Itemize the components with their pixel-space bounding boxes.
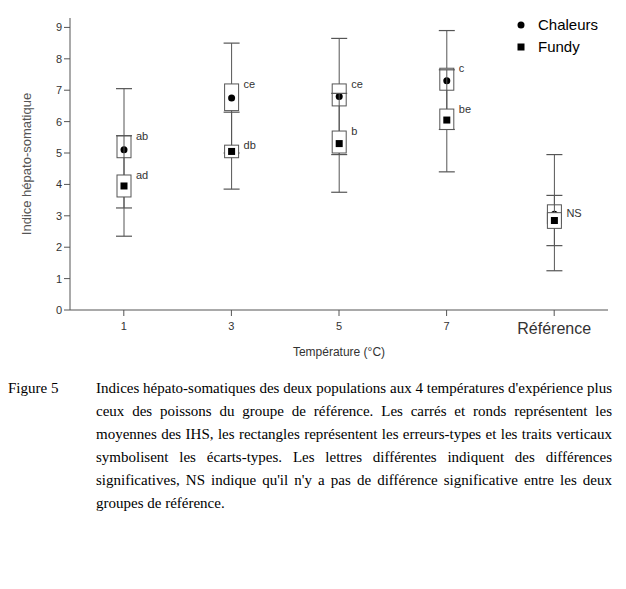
html-text:Fundy: Fundy: [538, 38, 580, 55]
html-text:Indices hépato-somatiques des: Indices hépato-somatiques des deux popul…: [96, 380, 612, 511]
svg-text:6: 6: [56, 116, 62, 128]
svg-text:9: 9: [56, 21, 62, 33]
svg-text:3: 3: [228, 320, 234, 332]
svg-text:NS: NS: [566, 207, 581, 219]
svg-text:1: 1: [56, 273, 62, 285]
svg-text:5: 5: [336, 320, 342, 332]
svg-text:2: 2: [56, 241, 62, 253]
svg-text:ce: ce: [244, 78, 256, 90]
svg-text:Référence: Référence: [517, 320, 591, 337]
svg-text:ad: ad: [136, 169, 148, 181]
svg-text:5: 5: [56, 147, 62, 159]
svg-text:be: be: [459, 103, 471, 115]
svg-text:7: 7: [56, 84, 62, 96]
svg-text:0: 0: [56, 304, 62, 316]
svg-text:ce: ce: [351, 78, 363, 90]
svg-text:8: 8: [56, 53, 62, 65]
html-text:Chaleurs: Chaleurs: [538, 16, 598, 33]
svg-text:Température (°C): Température (°C): [293, 345, 385, 359]
svg-text:3: 3: [56, 210, 62, 222]
svg-text:1: 1: [121, 320, 127, 332]
svg-text:b: b: [351, 125, 357, 137]
svg-text:ab: ab: [136, 130, 148, 142]
svg-text:c: c: [459, 62, 465, 74]
svg-text:7: 7: [444, 320, 450, 332]
html-text:Figure 5: Figure 5: [8, 380, 59, 396]
svg-text:4: 4: [56, 178, 62, 190]
svg-text:Indice hépato-somatique: Indice hépato-somatique: [19, 93, 34, 235]
svg-text:db: db: [244, 139, 256, 151]
